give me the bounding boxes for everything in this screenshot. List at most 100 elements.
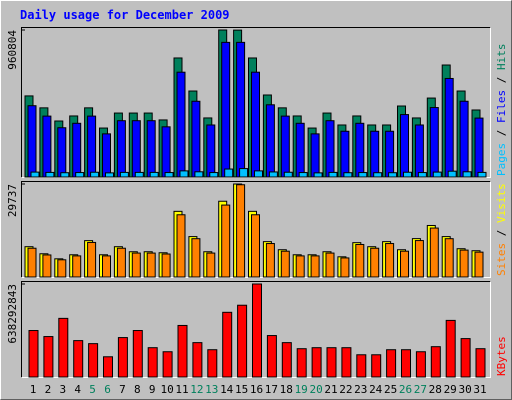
bar <box>474 251 484 278</box>
bar <box>192 342 203 378</box>
bar <box>474 117 484 178</box>
x-tick-label: 3 <box>59 383 66 396</box>
bar <box>370 247 380 278</box>
bar <box>75 172 85 178</box>
bar <box>265 104 275 178</box>
bar <box>236 184 246 278</box>
legend-entry: Files <box>495 90 508 123</box>
x-tick-label: 26 <box>399 383 412 396</box>
bar <box>326 347 337 378</box>
bar <box>388 172 398 178</box>
bar <box>87 241 97 278</box>
bar <box>45 171 55 178</box>
bar <box>400 250 409 278</box>
bar <box>221 41 231 178</box>
y-tick-label: 29737 <box>6 184 19 217</box>
x-tick-label: 12 <box>190 383 203 396</box>
bar <box>385 243 395 278</box>
x-tick-label: 14 <box>220 383 234 396</box>
legend-entry: Pages <box>495 143 508 176</box>
bar <box>310 255 320 278</box>
bar <box>90 171 100 178</box>
bar <box>459 100 469 178</box>
bar <box>146 120 156 178</box>
bar <box>73 340 84 378</box>
bar <box>355 122 365 178</box>
bar <box>149 171 159 178</box>
bar <box>281 342 292 378</box>
x-tick-label: 29 <box>444 383 457 396</box>
bar <box>295 122 305 178</box>
bar <box>370 130 380 178</box>
bar <box>134 171 144 178</box>
bar <box>88 343 99 378</box>
bar <box>325 252 335 278</box>
bar <box>237 304 248 378</box>
bar <box>445 319 456 378</box>
x-tick-label: 9 <box>149 383 156 396</box>
bar <box>119 171 129 178</box>
x-tick-label: 22 <box>339 383 352 396</box>
bar <box>280 115 290 178</box>
bar <box>42 254 52 278</box>
bar <box>176 214 186 278</box>
bar <box>417 172 427 178</box>
legend-separator: / <box>495 123 508 143</box>
plot-border-light <box>21 281 491 378</box>
legend-entry: Visits <box>495 183 508 223</box>
bar <box>191 238 201 278</box>
y-tick-label: 960804 <box>6 30 19 70</box>
bar <box>42 115 52 178</box>
bar <box>462 171 472 178</box>
x-tick-label: 24 <box>369 383 383 396</box>
x-tick-label: 8 <box>134 383 141 396</box>
x-tick-label: 7 <box>119 383 126 396</box>
bar <box>371 354 382 378</box>
x-tick-label: 13 <box>205 383 218 396</box>
bar <box>176 71 186 178</box>
plot-border-dark <box>21 27 491 178</box>
x-tick-label: 18 <box>280 383 293 396</box>
bar <box>355 243 365 278</box>
bar <box>116 120 126 178</box>
bar <box>72 255 82 278</box>
bar <box>57 127 67 178</box>
bar <box>206 252 216 278</box>
bar <box>27 247 37 278</box>
bar <box>102 133 111 178</box>
plot-border-dark <box>21 181 491 278</box>
legend-separator: / <box>495 223 508 243</box>
bar <box>251 71 260 178</box>
bar <box>105 172 114 178</box>
bar <box>477 171 487 178</box>
bar <box>132 330 143 378</box>
x-tick-label: 11 <box>175 383 188 396</box>
bar <box>358 172 368 178</box>
bar <box>414 240 424 278</box>
x-tick-label: 17 <box>265 383 278 396</box>
x-tick-label: 28 <box>429 383 442 396</box>
bar <box>400 114 409 178</box>
legend-entry: Hits <box>495 44 508 71</box>
bar <box>28 330 39 378</box>
bar <box>72 122 82 178</box>
bar <box>295 255 305 278</box>
bar <box>236 41 246 178</box>
bar <box>340 257 350 278</box>
bar <box>268 171 278 178</box>
bar <box>103 356 113 378</box>
x-tick-label: 31 <box>473 383 486 396</box>
bar <box>254 170 263 178</box>
bar <box>131 252 141 278</box>
x-tick-label: 1 <box>30 383 37 396</box>
bar <box>401 349 411 378</box>
bar <box>162 351 173 378</box>
bar <box>58 317 69 378</box>
plot-border-dark <box>21 281 491 378</box>
x-tick-label: 4 <box>74 383 81 396</box>
bar <box>161 253 171 278</box>
legend-entry: Sites <box>495 243 508 276</box>
legend-entry: KBytes <box>495 336 508 376</box>
bar <box>146 252 156 278</box>
bar <box>116 247 126 278</box>
